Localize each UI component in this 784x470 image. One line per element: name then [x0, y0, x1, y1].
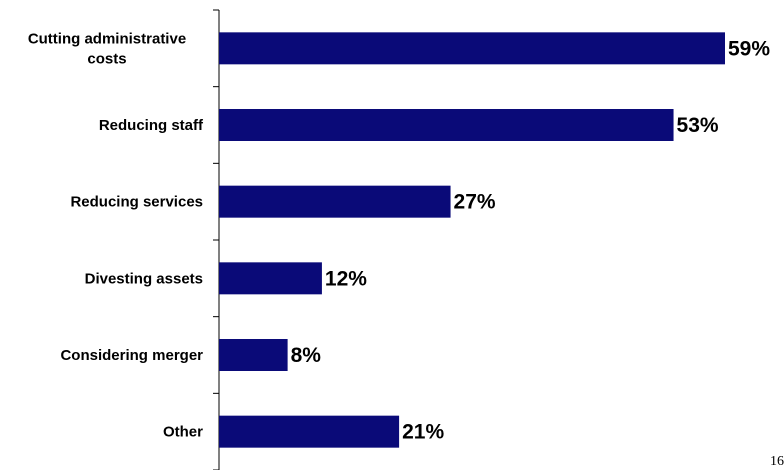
category-label: Reducing services — [70, 194, 203, 211]
category-label-line: Reducing services — [70, 194, 203, 211]
category-label-line: Divesting assets — [85, 270, 203, 287]
category-label-line: Cutting administrative — [28, 30, 186, 47]
value-labels: 59% 53% 27% 12% 8% 21% — [291, 37, 771, 443]
value-label: 59% — [728, 37, 770, 60]
category-label-line: costs — [87, 50, 126, 67]
bar — [219, 185, 451, 218]
bars-group — [219, 32, 725, 448]
bar — [219, 339, 288, 371]
bar — [219, 262, 322, 295]
value-label: 27% — [454, 191, 496, 214]
category-label-line: Considering merger — [60, 347, 203, 364]
bar — [219, 109, 674, 141]
category-label: Divesting assets — [85, 270, 203, 287]
page-number: 16 — [770, 454, 784, 469]
y-axis-ticks — [213, 9, 219, 470]
value-label: 8% — [291, 344, 322, 367]
value-label: 53% — [677, 114, 719, 137]
category-label: Cutting administrative costs — [28, 30, 186, 67]
category-labels: Cutting administrative costs Reducing staf… — [28, 30, 204, 440]
value-label: 21% — [402, 421, 444, 444]
category-label: Other — [163, 424, 203, 441]
category-label: Considering merger — [60, 347, 203, 364]
category-label-line: Other — [163, 424, 203, 441]
bar — [219, 32, 725, 65]
category-label-line: Reducing staff — [99, 117, 204, 134]
bar — [219, 415, 400, 448]
category-label: Reducing staff — [99, 117, 204, 134]
value-label: 12% — [325, 267, 367, 290]
